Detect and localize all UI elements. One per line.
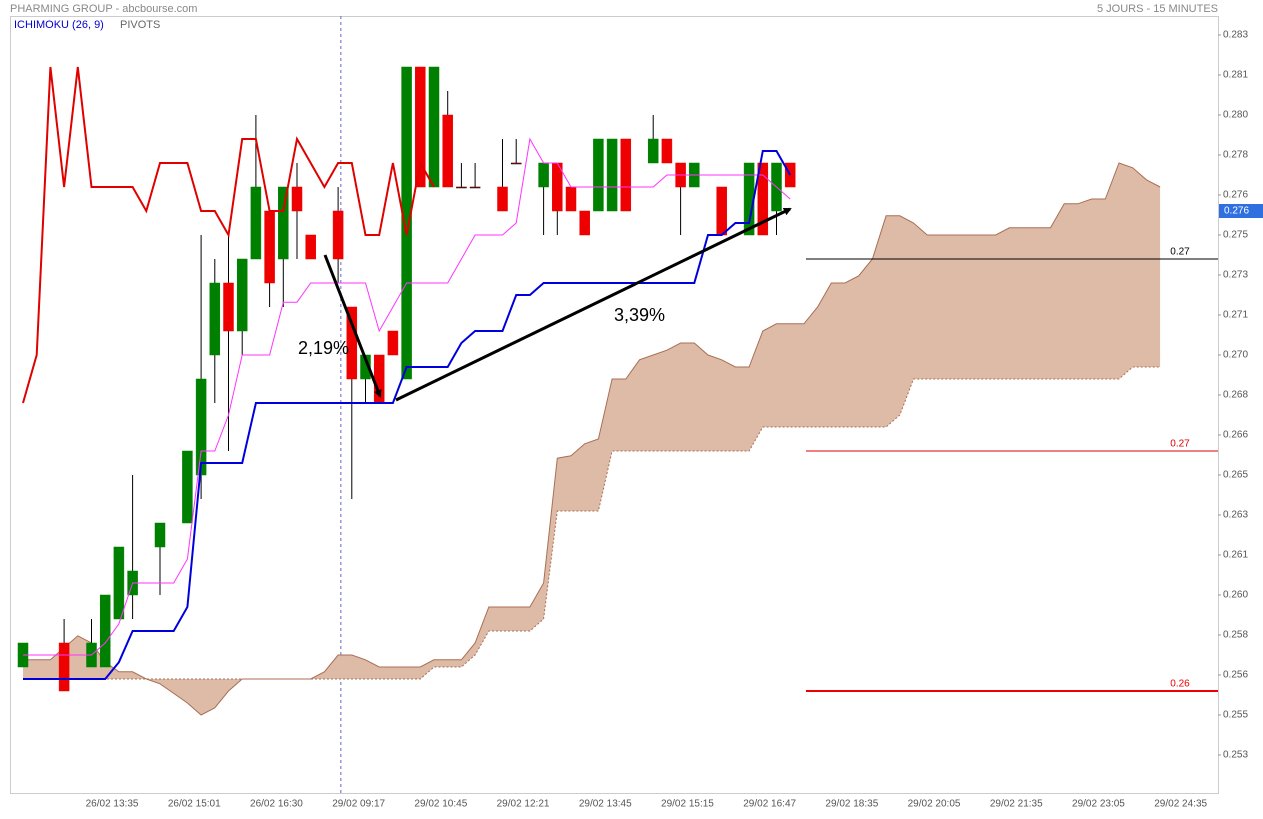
y-tick-label: 0.258 bbox=[1223, 630, 1248, 641]
y-tick-label: 0.266 bbox=[1223, 430, 1248, 441]
candle-body bbox=[497, 186, 508, 212]
y-tick-label: 0.280 bbox=[1223, 110, 1248, 121]
x-tick-label: 29/02 15:15 bbox=[661, 799, 714, 810]
x-tick-label: 29/02 16:47 bbox=[743, 799, 796, 810]
y-tick-label: 0.276 bbox=[1223, 190, 1248, 201]
candle-body bbox=[182, 450, 193, 524]
candle-body bbox=[332, 210, 344, 260]
cloud-fill bbox=[23, 163, 1161, 715]
y-tick-label: 0.256 bbox=[1223, 670, 1248, 681]
x-tick-label: 29/02 21:35 bbox=[990, 799, 1043, 810]
y-tick-label: 0.283 bbox=[1223, 30, 1248, 41]
y-tick-label: 0.260 bbox=[1223, 590, 1248, 601]
candle-body bbox=[661, 138, 673, 164]
candle-body bbox=[154, 522, 166, 548]
x-tick-label: 29/02 20:05 bbox=[908, 799, 961, 810]
candle-body bbox=[209, 282, 221, 356]
last-price-label: 0.276 bbox=[1224, 206, 1249, 217]
candle-body bbox=[250, 186, 262, 260]
candle-body bbox=[223, 282, 234, 332]
chart-title: PHARMING GROUP - abcbourse.com bbox=[10, 3, 197, 15]
candle-body bbox=[510, 162, 522, 165]
indicator-label: PIVOTS bbox=[120, 19, 160, 31]
indicator-label: ICHIMOKU (26, 9) bbox=[14, 19, 104, 31]
candle-body bbox=[579, 210, 590, 236]
x-tick-label: 29/02 09:17 bbox=[332, 799, 385, 810]
last-price-box bbox=[1219, 204, 1263, 218]
candle-body bbox=[442, 114, 453, 188]
candle-body bbox=[278, 186, 289, 260]
candle-body bbox=[99, 594, 111, 668]
period-label: 5 JOURS - 15 MINUTES bbox=[1097, 3, 1218, 15]
candle-body bbox=[195, 378, 207, 476]
y-tick-label: 0.278 bbox=[1223, 150, 1248, 161]
cloud-span-b bbox=[23, 366, 1161, 680]
y-tick-label: 0.273 bbox=[1223, 270, 1248, 281]
candle-body bbox=[469, 186, 481, 189]
candle-body bbox=[456, 186, 467, 189]
plot-area: 0.27 0.27 0.26 bbox=[17, 16, 1218, 793]
y-tick-label: 0.271 bbox=[1223, 310, 1248, 321]
plot-frame bbox=[10, 16, 1219, 794]
y-tick-label: 0.275 bbox=[1223, 230, 1248, 241]
candle-body bbox=[58, 642, 70, 692]
candle-body bbox=[415, 66, 426, 188]
x-tick-label: 29/02 24:35 bbox=[1154, 799, 1207, 810]
indicator-line bbox=[23, 137, 791, 656]
y-tick-label: 0.265 bbox=[1223, 470, 1248, 481]
x-tick-label: 29/02 10:45 bbox=[414, 799, 467, 810]
x-tick-label: 26/02 13:35 bbox=[86, 799, 139, 810]
x-tick-label: 29/02 13:45 bbox=[579, 799, 632, 810]
candle-body bbox=[647, 138, 659, 164]
indicator-line bbox=[23, 150, 792, 680]
y-tick-label: 0.253 bbox=[1223, 750, 1248, 761]
x-tick-label: 29/02 23:05 bbox=[1072, 799, 1125, 810]
candle-body bbox=[387, 330, 399, 356]
candle-body bbox=[236, 258, 248, 332]
candle-body bbox=[565, 186, 577, 212]
candle-body bbox=[346, 306, 358, 380]
candle-body bbox=[716, 186, 727, 236]
candle-body bbox=[113, 546, 125, 620]
cloud-span-a bbox=[23, 162, 1161, 716]
y-tick-label: 0.255 bbox=[1223, 710, 1248, 721]
x-tick-label: 26/02 16:30 bbox=[250, 799, 303, 810]
pivot-label: 0.26 bbox=[1170, 679, 1190, 690]
candle-body bbox=[606, 138, 618, 212]
annotation-text: 3,39% bbox=[614, 305, 665, 325]
y-tick-label: 0.270 bbox=[1223, 350, 1248, 361]
candle-body bbox=[743, 162, 755, 236]
x-tick-label: 26/02 15:01 bbox=[168, 799, 221, 810]
candle-body bbox=[757, 162, 769, 236]
annotations: 2,19% 3,39% bbox=[298, 207, 792, 402]
y-tick-label: 0.268 bbox=[1223, 390, 1248, 401]
candle-body bbox=[593, 138, 604, 212]
annotation-text: 2,19% bbox=[298, 338, 349, 358]
pivot-label: 0.27 bbox=[1170, 439, 1190, 450]
pivot-label: 0.27 bbox=[1170, 247, 1190, 258]
indicator-line bbox=[22, 66, 435, 404]
candle-body bbox=[305, 234, 316, 260]
candle-body bbox=[552, 162, 563, 212]
arrow bbox=[323, 254, 382, 398]
y-tick-label: 0.263 bbox=[1223, 510, 1248, 521]
x-tick-label: 29/02 12:21 bbox=[497, 799, 550, 810]
x-tick-label: 29/02 18:35 bbox=[825, 799, 878, 810]
candle-body bbox=[620, 138, 632, 212]
candle-body bbox=[428, 66, 440, 188]
candle-body bbox=[264, 210, 275, 284]
candle-body bbox=[291, 186, 303, 212]
arrow bbox=[395, 207, 792, 402]
y-tick-label: 0.281 bbox=[1223, 70, 1248, 81]
y-tick-label: 0.261 bbox=[1223, 550, 1248, 561]
candle-body bbox=[401, 66, 412, 380]
candle-body bbox=[538, 162, 549, 188]
